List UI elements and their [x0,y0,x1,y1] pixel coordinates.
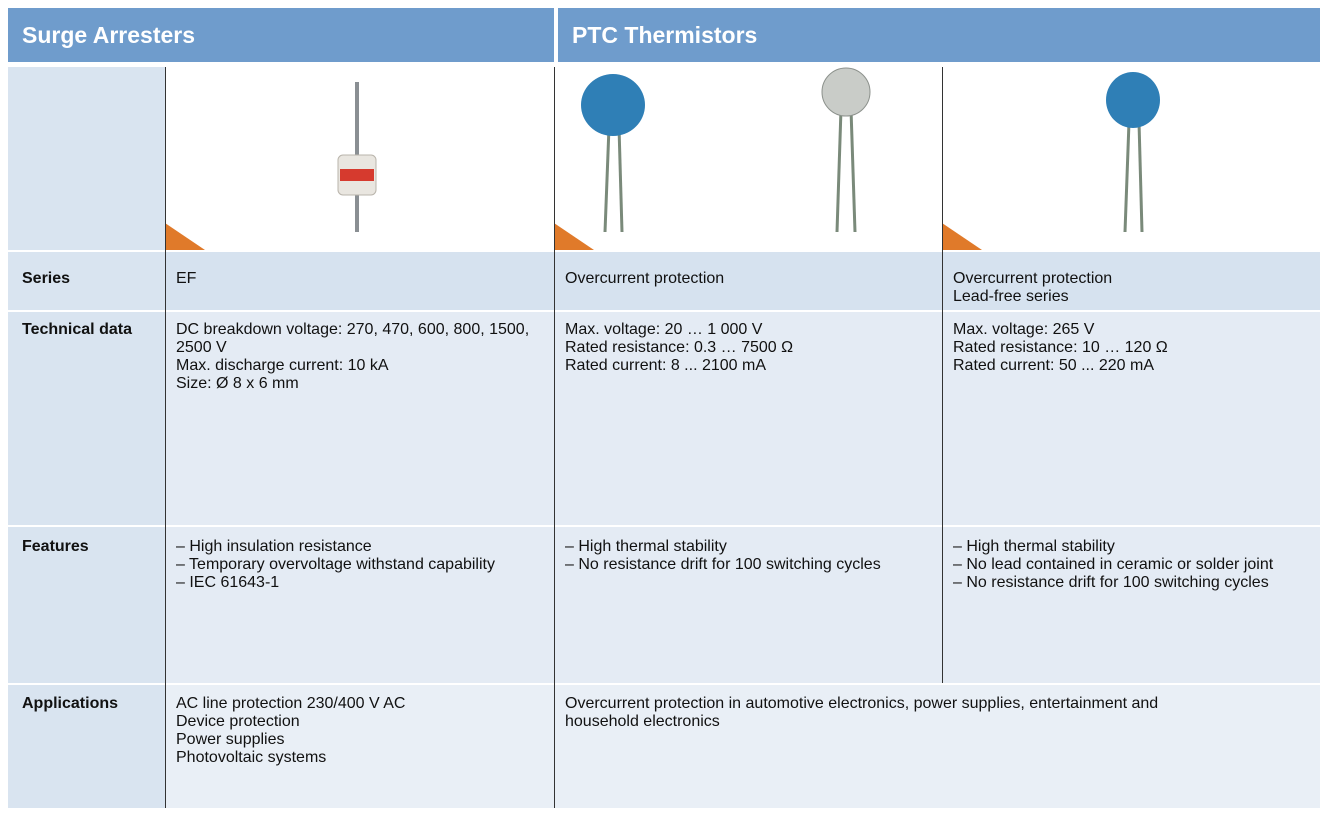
row-label-text: Features [22,538,89,555]
row-label: Applications [8,685,165,808]
table-cell: AC line protection 230/400 V AC Device pr… [165,685,554,808]
cell-text: Lead-free series [953,288,1069,305]
row-label: Technical data [8,312,165,525]
cell-text: Overcurrent protection in automotive ele… [565,695,1159,730]
table-cell: DC breakdown voltage: 270, 470, 600, 800… [165,312,554,525]
bullet-item: – High thermal stability [565,538,727,555]
bullet-item: – IEC 61643-1 [176,574,280,591]
cell-text: Rated resistance: 10 … 120 Ω [953,339,1168,356]
table-cell: Overcurrent protection [554,252,942,310]
table-cell: EF [165,252,554,310]
header-left: Surge Arresters [8,8,554,62]
table-cell: Overcurrent protection in automotive ele… [554,685,1320,808]
table-cell: Overcurrent protection Lead-free series [942,252,1320,310]
cell-text: Photovoltaic systems [176,749,327,766]
cell-text: EF [176,270,197,287]
bullet-item: – No lead contained in ceramic or solder… [953,556,1274,573]
row-label: Features [8,527,165,683]
cell-text: Max. discharge current: 10 kA [176,357,389,374]
cell-text: Power supplies [176,731,285,748]
cell-text: Max. voltage: 265 V [953,321,1095,338]
row-separator [8,683,1320,685]
cell-text: Rated current: 8 ... 2100 mA [565,357,766,374]
divider [942,67,943,683]
bullet-item: – No resistance drift for 100 switching … [565,556,881,573]
cell-text: AC line protection 230/400 V AC [176,695,406,712]
row-separator [8,310,1320,312]
cell-text: Rated resistance: 0.3 … 7500 Ω [565,339,794,356]
cell-text: Overcurrent protection [953,270,1113,287]
cell-text: Rated current: 50 ... 220 mA [953,357,1154,374]
table-cell: Max. voltage: 265 V Rated resistance: 10 … [942,312,1320,525]
header-right: PTC Thermistors [558,8,1320,62]
row-label-text: Series [22,270,71,287]
table-cell: Max. voltage: 20 … 1 000 V Rated resistan… [554,312,942,525]
bullet-item: – Temporary overvoltage withstand capabi… [176,556,495,573]
row-separator [8,808,1320,810]
bullet-item: – High thermal stability [953,538,1115,555]
product-images [165,67,1320,250]
bullet-item: – No resistance drift for 100 switching … [953,574,1269,591]
bullet-item: – High insulation resistance [176,538,372,555]
row-label-text: Applications [22,695,119,712]
cell-text: Overcurrent protection [565,270,725,287]
table-cell: – High insulation resistance – Temporary … [165,527,554,683]
row-label: Series [8,252,165,310]
cell-text: DC breakdown voltage: 270, 470, 600, 800… [176,321,530,356]
divider [165,67,166,808]
cell-text: Size: Ø 8 x 6 mm [176,375,299,392]
table-cell: – High thermal stability – No resistance … [554,527,942,683]
row-separator [8,525,1320,527]
label-cell [8,67,165,250]
table-cell: – High thermal stability – No lead contai… [942,527,1320,683]
divider [554,67,555,808]
cell-text: Device protection [176,713,300,730]
cell-text: Max. voltage: 20 … 1 000 V [565,321,763,338]
row-label-text: Technical data [22,321,132,338]
